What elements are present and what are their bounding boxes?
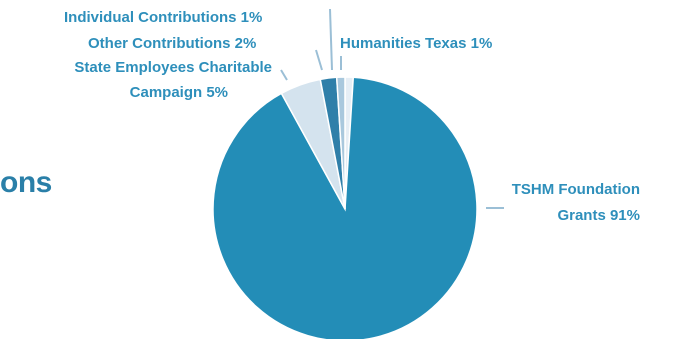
- label-state-employees-line1: State Employees Charitable: [74, 59, 272, 76]
- pie-slice-individual-contributions: [335, 76, 346, 210]
- leader-state: [280, 69, 288, 81]
- label-tshm-line1: TSHM Foundation: [512, 181, 640, 198]
- label-other-contributions: Other Contributions 2%: [88, 35, 256, 52]
- pie-slices: [212, 76, 478, 339]
- leader-other: [315, 49, 323, 71]
- label-humanities-texas: Humanities Texas 1%: [340, 35, 492, 52]
- leader-lines: [280, 8, 504, 209]
- label-state-employees-line2: Campaign 5%: [130, 84, 228, 101]
- pie-slice-tshm-foundation-grants: [212, 76, 478, 339]
- leader-individual: [329, 8, 333, 71]
- partial-heading: ons: [0, 166, 52, 199]
- label-individual-contributions: Individual Contributions 1%: [64, 9, 262, 26]
- label-tshm-line2: Grants 91%: [557, 207, 640, 224]
